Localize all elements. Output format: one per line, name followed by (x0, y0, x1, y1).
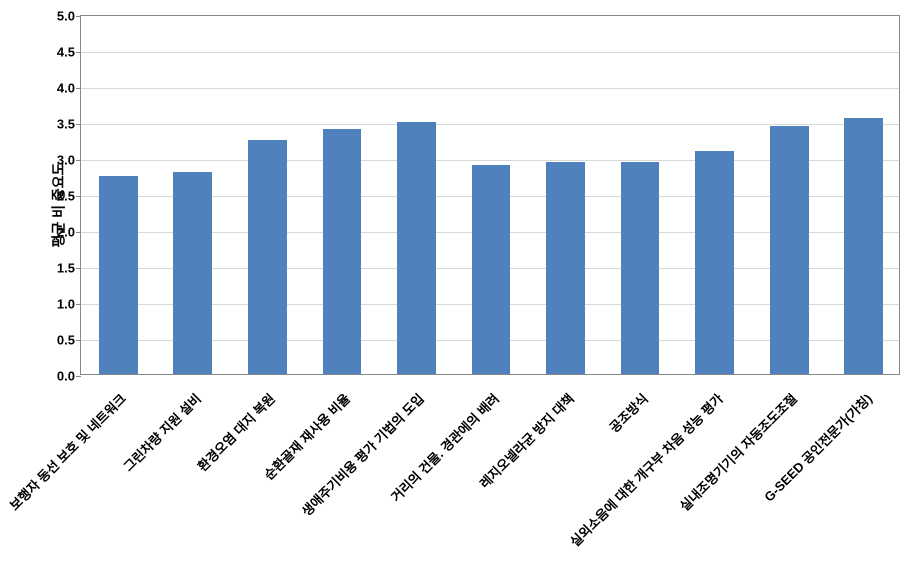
bar (173, 172, 212, 374)
bar (844, 118, 883, 374)
y-tick-label: 4.5 (57, 45, 75, 60)
gridline (81, 52, 899, 53)
y-tick-mark (76, 160, 81, 161)
bar (770, 126, 809, 374)
y-tick-label: 0.5 (57, 333, 75, 348)
y-tick-label: 4.0 (57, 81, 75, 96)
bar (248, 140, 287, 374)
gridline (81, 88, 899, 89)
y-tick-label: 2.5 (57, 189, 75, 204)
y-tick-mark (76, 52, 81, 53)
y-tick-label: 5.0 (57, 9, 75, 24)
bar (397, 122, 436, 374)
y-tick-mark (76, 304, 81, 305)
y-tick-label: 3.5 (57, 117, 75, 132)
x-axis-labels: 보행자 동선 보호 및 네트워크그린차량 지원 설비환경오염 대지 복원순환골재… (80, 380, 900, 570)
y-tick-mark (76, 16, 81, 17)
bar (621, 162, 660, 374)
bar (472, 165, 511, 374)
bar (323, 129, 362, 374)
y-tick-label: 0.0 (57, 369, 75, 384)
bar (546, 162, 585, 374)
y-tick-mark (76, 88, 81, 89)
y-tick-label: 1.5 (57, 261, 75, 276)
y-tick-mark (76, 340, 81, 341)
y-tick-mark (76, 196, 81, 197)
y-tick-mark (76, 124, 81, 125)
bar (99, 176, 138, 374)
y-tick-mark (76, 268, 81, 269)
y-tick-label: 1.0 (57, 297, 75, 312)
y-tick-label: 3.0 (57, 153, 75, 168)
y-tick-mark (76, 232, 81, 233)
y-tick-label: 2.0 (57, 225, 75, 240)
y-tick-mark (76, 376, 81, 377)
bar (695, 151, 734, 374)
chart-plot-area: 0.00.51.01.52.02.53.03.54.04.55.0 (80, 15, 900, 375)
